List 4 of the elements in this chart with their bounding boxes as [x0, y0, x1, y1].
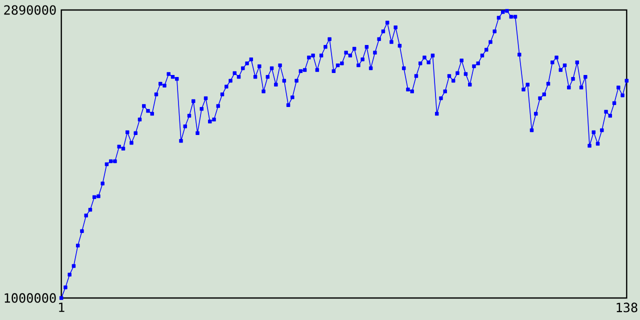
x-tick-label: 1	[59, 302, 64, 312]
x-tick-label: 138	[616, 302, 638, 312]
y-tick-label: 2890000	[4, 5, 56, 15]
y-tick-label: 1000000	[4, 293, 56, 303]
